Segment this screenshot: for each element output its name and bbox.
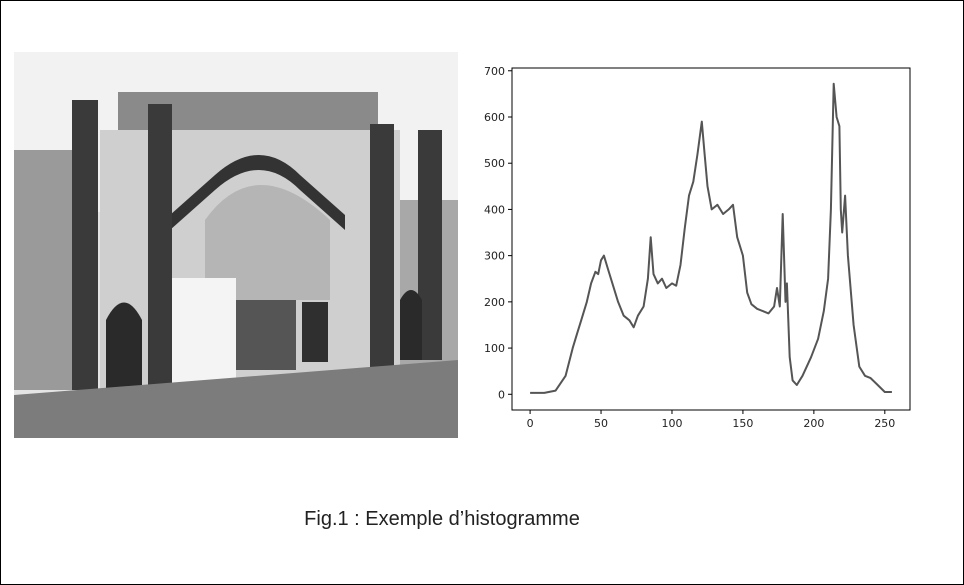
- x-tick-label: 250: [874, 417, 895, 430]
- y-tick-label: 600: [484, 111, 505, 124]
- y-tick-label: 200: [484, 296, 505, 309]
- x-tick-label: 150: [732, 417, 753, 430]
- axes-frame: [511, 67, 911, 411]
- x-tick-label: 0: [527, 417, 534, 430]
- x-tick-label: 100: [661, 417, 682, 430]
- x-tick-label: 200: [803, 417, 824, 430]
- histogram-line: [530, 82, 892, 394]
- y-tick-label: 500: [484, 157, 505, 170]
- y-tick-label: 400: [484, 203, 505, 216]
- y-tick-label: 700: [484, 65, 505, 78]
- histogram-chart: 0 100 200 300 400 500 600 700 0 50 100 150 200 250: [484, 65, 911, 430]
- y-tick-label: 300: [484, 250, 505, 263]
- caption: Fig.1 : Exemple d’histogramme: [304, 508, 580, 530]
- photo: [14, 52, 458, 438]
- y-tick-label: 0: [498, 388, 505, 401]
- y-tick-label: 100: [484, 342, 505, 355]
- x-tick-label: 50: [594, 417, 608, 430]
